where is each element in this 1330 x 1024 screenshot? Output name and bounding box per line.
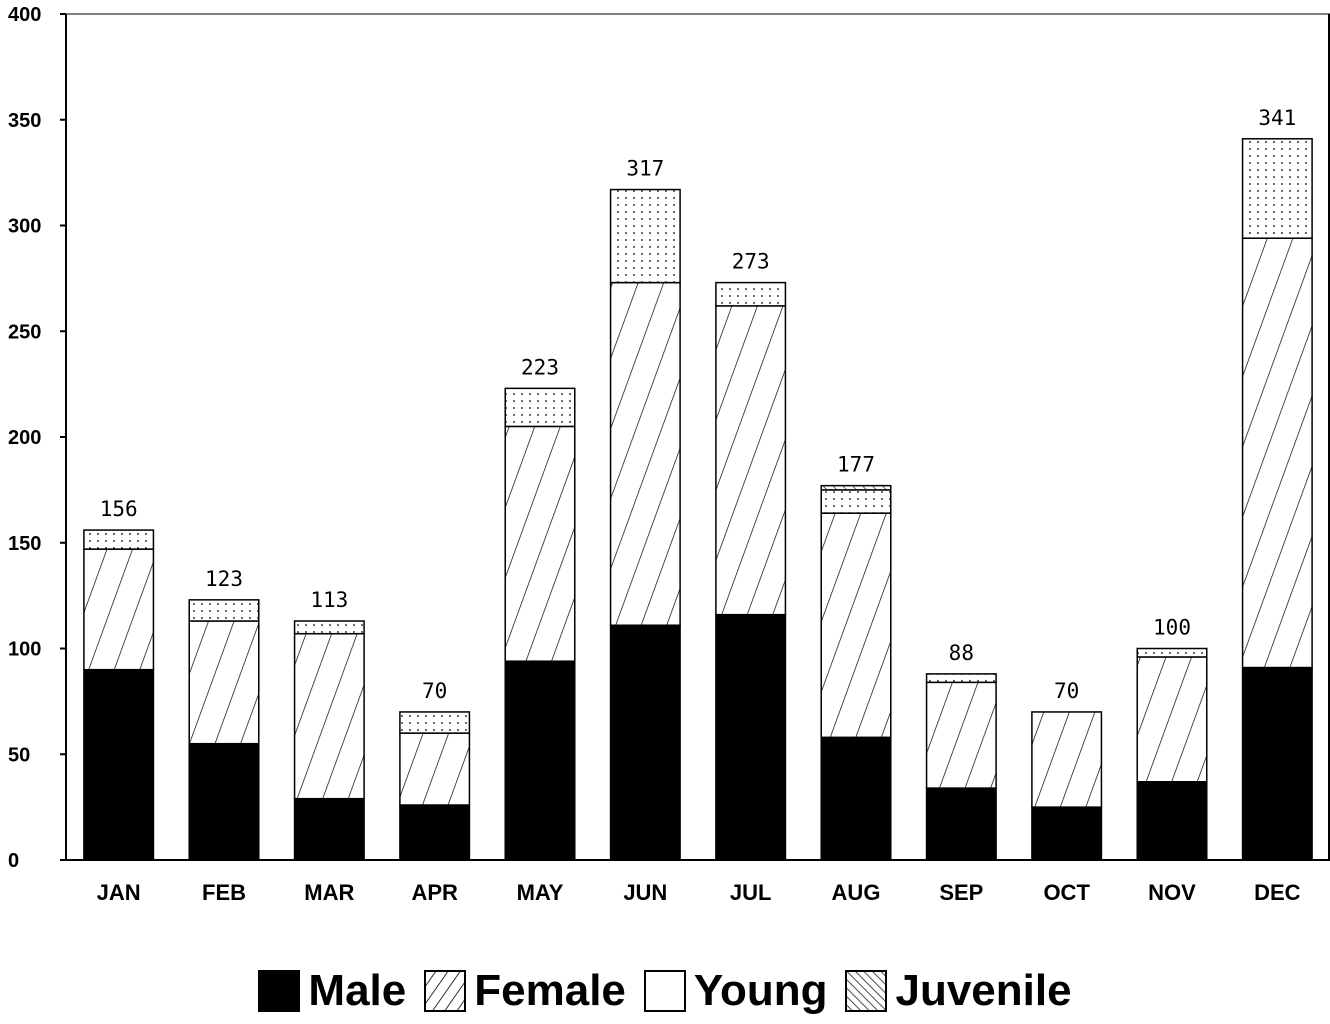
bar-segment-female-aug [820, 512, 892, 739]
bar-segment-male-may [504, 660, 576, 861]
x-tick-label-aug: AUG [832, 880, 881, 905]
bar-segment-young-jan [83, 529, 155, 550]
bar-total-label-jan: 156 [100, 497, 138, 521]
bar-segment-young-apr [399, 711, 471, 734]
bar-total-label-apr: 70 [422, 679, 447, 703]
x-tick-label-apr: APR [411, 880, 458, 905]
y-tick-label: 200 [8, 427, 41, 449]
legend-label-male: Male [308, 966, 407, 1015]
bar-total-label-sep: 88 [949, 641, 974, 665]
bar-segment-female-oct [1031, 711, 1103, 808]
bar-segment-male-dec [1241, 666, 1313, 861]
bar-total-label-feb: 123 [205, 567, 243, 591]
bar-segment-male-jan [83, 668, 155, 861]
bar-segment-young-feb [188, 599, 260, 622]
x-tick-label-jul: JUL [730, 880, 772, 905]
bar-total-label-aug: 177 [837, 453, 875, 477]
bar-segment-male-nov [1136, 780, 1208, 861]
bar-segment-male-oct [1031, 806, 1103, 861]
legend-label-young: Young [693, 966, 828, 1015]
bar-total-label-oct: 70 [1054, 679, 1079, 703]
bar-total-label-mar: 113 [310, 588, 348, 612]
bar-segment-female-may [504, 425, 576, 662]
legend-label-juvenile: Juvenile [895, 966, 1072, 1015]
bar-total-label-jun: 317 [626, 157, 664, 181]
bar-segment-young-aug [820, 489, 892, 514]
bar-segment-female-sep [925, 681, 997, 789]
bar-segment-young-sep [925, 673, 997, 684]
bar-segment-young-may [504, 387, 576, 428]
bar-segment-female-jul [715, 305, 787, 616]
legend-item-female: Female [424, 966, 626, 1016]
bar-segment-young-jul [715, 281, 787, 307]
x-tick-label-jun: JUN [623, 880, 667, 905]
bar-chart: 0 50 100 150 200 250 300 350 400 156 123 113 70 223 3… [8, 4, 1330, 905]
y-tick-label: 150 [8, 533, 41, 555]
bar-segment-male-aug [820, 736, 892, 861]
legend-swatch-male [258, 970, 301, 1012]
y-tick-label: 300 [8, 216, 41, 238]
x-tick-label-jan: JAN [97, 880, 141, 905]
x-tick-label-feb: FEB [202, 880, 246, 905]
y-tick-label: 100 [8, 639, 41, 661]
x-tick-label-mar: MAR [304, 880, 354, 905]
x-tick-label-nov: NOV [1148, 880, 1196, 905]
bar-total-label-may: 223 [521, 355, 559, 379]
bar-segment-female-dec [1241, 237, 1313, 669]
bar-segment-young-nov [1136, 647, 1208, 658]
bar-segment-female-apr [399, 732, 471, 806]
y-axis: 0 50 100 150 200 250 300 350 400 [8, 4, 1330, 872]
bar-total-label-nov: 100 [1153, 616, 1191, 640]
y-tick-label: 400 [8, 4, 41, 26]
bar-total-label-dec: 341 [1258, 106, 1296, 130]
data-labels: 156 123 113 70 223 317 273 177 88 70 100 341 [100, 106, 1297, 703]
bar-segment-female-jan [83, 548, 155, 671]
legend: Male Female Young Juvenile [0, 958, 1330, 1024]
y-tick-label: 50 [8, 744, 30, 766]
bars [83, 138, 1313, 861]
legend-item-male: Male [258, 966, 406, 1016]
legend-item-juvenile: Juvenile [845, 966, 1072, 1016]
bar-segment-juvenile-aug [820, 484, 892, 491]
bar-segment-male-apr [399, 804, 471, 861]
bar-segment-male-mar [293, 797, 365, 861]
x-tick-label-sep: SEP [939, 880, 983, 905]
legend-item-young: Young [643, 966, 828, 1016]
x-tick-label-may: MAY [517, 880, 564, 905]
legend-label-female: Female [474, 966, 626, 1015]
bar-segment-male-feb [188, 742, 260, 861]
x-axis: JAN FEB MAR APR MAY JUN JUL AUG SEP OCT NOV DEC [66, 859, 1330, 905]
bar-segment-male-sep [925, 787, 997, 861]
bar-total-label-jul: 273 [732, 250, 770, 274]
bar-segment-male-jul [715, 613, 787, 861]
y-tick-label: 350 [8, 110, 41, 132]
bar-segment-female-jun [609, 281, 681, 626]
x-tick-label-dec: DEC [1254, 880, 1301, 905]
bar-segment-young-mar [293, 620, 365, 635]
legend-swatch-juvenile [845, 970, 888, 1012]
bar-segment-female-feb [188, 620, 260, 745]
bar-segment-young-jun [609, 188, 681, 284]
y-tick-label: 0 [8, 850, 19, 872]
legend-swatch-female [424, 970, 467, 1012]
x-tick-label-oct: OCT [1043, 880, 1090, 905]
bar-segment-female-mar [293, 632, 365, 800]
legend-swatch-young [643, 970, 686, 1012]
y-tick-label: 250 [8, 321, 41, 343]
bar-segment-female-nov [1136, 656, 1208, 783]
bar-segment-male-jun [609, 624, 681, 861]
bar-segment-young-dec [1241, 138, 1313, 239]
